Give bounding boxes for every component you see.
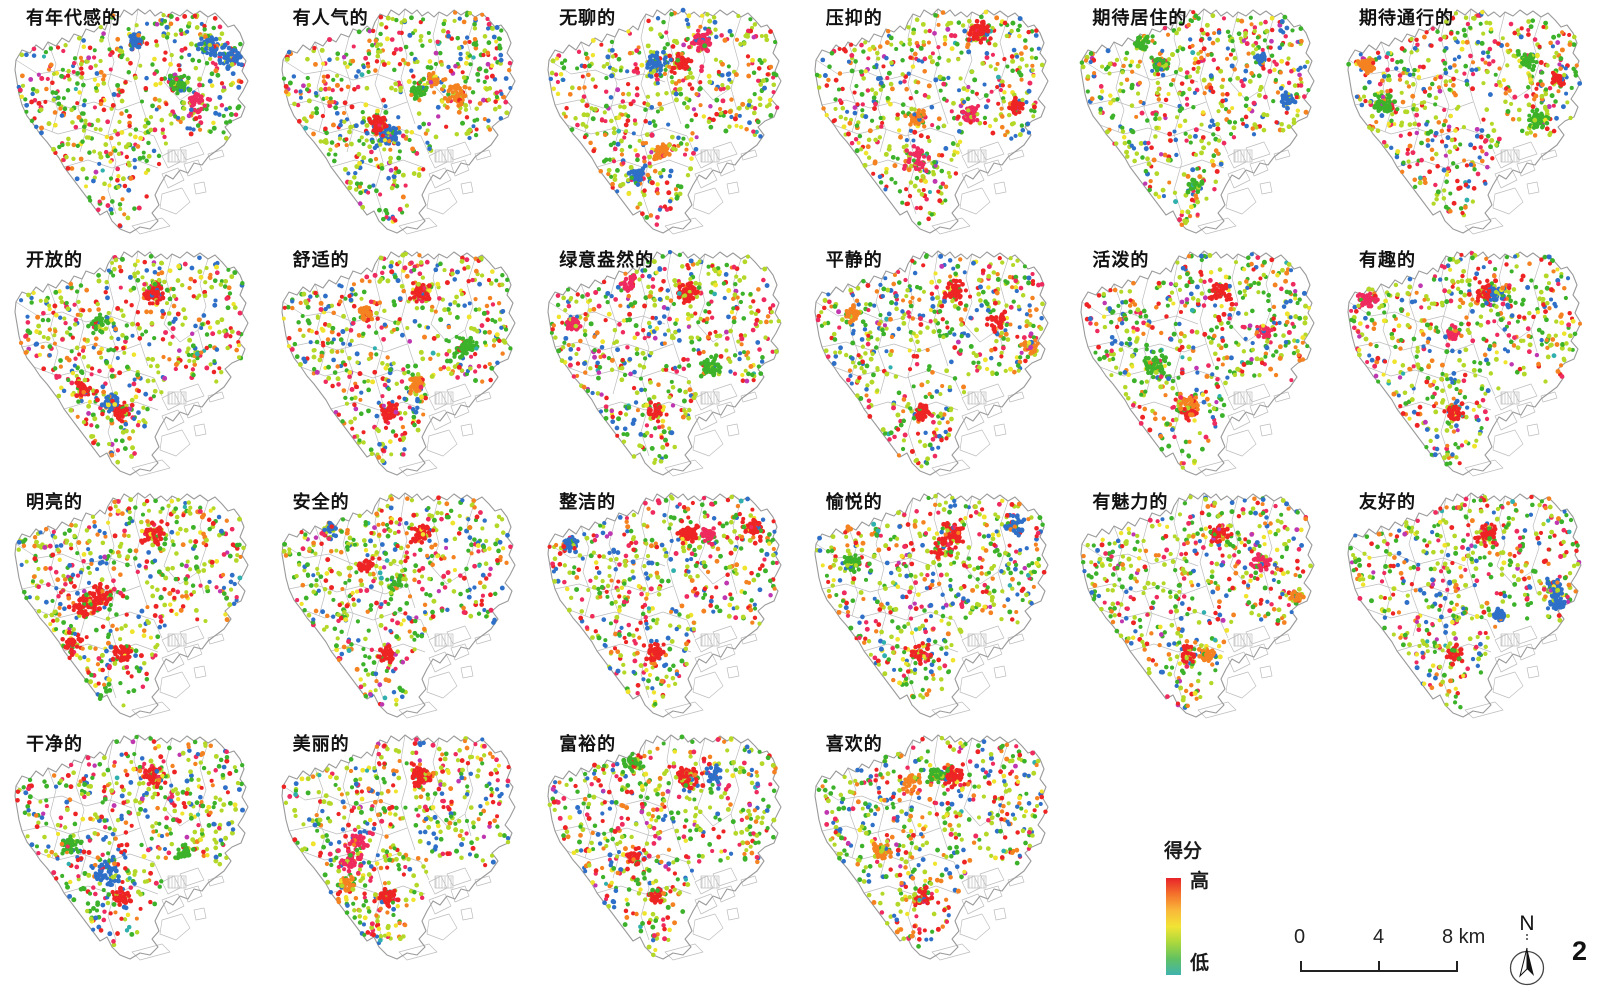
scalebar-label-8km: 8 km: [1442, 926, 1486, 948]
map-panel-19: 干净的: [0, 726, 267, 968]
map-canvas: [1066, 484, 1333, 726]
map-title: 压抑的: [825, 8, 883, 28]
scalebar-tick: [1456, 961, 1458, 972]
map-panel-8: 舒适的: [266, 242, 534, 484]
map-title: 平静的: [825, 250, 883, 270]
map-canvas: [1332, 484, 1599, 726]
compass-needle-light: [1519, 947, 1528, 978]
map-title: 绿意盎然的: [559, 250, 655, 270]
map-canvas: [533, 0, 800, 242]
map-title: 有趣的: [1358, 250, 1416, 270]
map-panel-7: 开放的: [0, 242, 267, 484]
map-panel-4: 压抑的: [799, 0, 1067, 242]
map-canvas: [0, 0, 266, 242]
map-canvas: [0, 484, 266, 726]
map-canvas: [799, 0, 1066, 242]
map-title: 安全的: [292, 492, 350, 512]
map-canvas: [1332, 242, 1599, 484]
map-panel-2: 有人气的: [266, 0, 534, 242]
map-canvas: [266, 0, 533, 242]
map-panel-13: 明亮的: [0, 484, 267, 726]
scalebar-label-0: 0: [1294, 926, 1306, 948]
map-panel-10: 平静的: [799, 242, 1067, 484]
map-title: 期待居住的: [1092, 8, 1188, 28]
map-title: 美丽的: [292, 734, 350, 754]
map-panel-9: 绿意盎然的: [533, 242, 800, 484]
map-canvas: [266, 242, 533, 484]
map-title: 有人气的: [292, 8, 369, 28]
map-title: 明亮的: [26, 492, 83, 512]
map-title: 干净的: [26, 734, 83, 754]
map-panel-11: 活泼的: [1066, 242, 1333, 484]
map-title: 整洁的: [559, 492, 617, 512]
scalebar-label-4: 4: [1373, 926, 1385, 948]
map-canvas: [533, 726, 800, 968]
map-panel-1: 有年代感的: [0, 0, 267, 242]
map-panel-14: 安全的: [266, 484, 534, 726]
map-title: 友好的: [1358, 492, 1416, 512]
compass-needle-dark: [1527, 948, 1534, 976]
north-label: N: [1519, 912, 1534, 935]
map-title: 喜欢的: [825, 734, 883, 754]
map-title: 活泼的: [1092, 250, 1150, 270]
map-panel-22: 喜欢的: [799, 726, 1067, 968]
map-panel-16: 愉悦的: [799, 484, 1067, 726]
map-panel-5: 期待居住的: [1066, 0, 1333, 242]
map-canvas: [0, 242, 266, 484]
map-title: 期待通行的: [1358, 8, 1454, 28]
map-canvas: [266, 726, 533, 968]
map-panel-12: 有趣的: [1332, 242, 1600, 484]
map-panel-18: 友好的: [1332, 484, 1600, 726]
legend-title: 得分: [1164, 841, 1203, 862]
legend-high-label: 高: [1190, 871, 1210, 892]
map-panel-17: 有魅力的: [1066, 484, 1333, 726]
map-canvas: [1066, 242, 1333, 484]
map-title: 开放的: [26, 250, 83, 270]
map-title: 有年代感的: [26, 8, 121, 28]
map-panel-6: 期待通行的: [1332, 0, 1600, 242]
map-canvas: [266, 484, 533, 726]
map-panel-15: 整洁的: [533, 484, 800, 726]
map-panel-3: 无聊的: [533, 0, 800, 242]
map-title: 舒适的: [292, 250, 350, 270]
map-panel-21: 富裕的: [533, 726, 800, 968]
map-canvas: [533, 484, 800, 726]
scalebar-tick: [1378, 961, 1380, 972]
map-title: 有魅力的: [1092, 492, 1169, 512]
map-title: 富裕的: [559, 734, 617, 754]
map-title: 愉悦的: [825, 492, 883, 512]
map-canvas: [1066, 0, 1333, 242]
map-canvas: [533, 242, 800, 484]
scalebar-tick: [1300, 961, 1302, 972]
map-canvas: [799, 726, 1066, 968]
legend-colorbar: [1166, 878, 1181, 975]
legend-low-label: 低: [1190, 953, 1210, 974]
map-canvas: [799, 484, 1066, 726]
map-canvas: [0, 726, 266, 968]
page-number: 2: [1572, 936, 1588, 966]
north-arrow: N: [1509, 912, 1545, 986]
map-canvas: [1332, 0, 1599, 242]
map-panel-20: 美丽的: [266, 726, 534, 968]
map-canvas: [799, 242, 1066, 484]
map-title: 无聊的: [559, 8, 617, 28]
map-grid: 有年代感的 有人气的 无聊的 压抑的 期待居住的 期待通行的 开放的 舒适的 绿…: [0, 0, 1600, 968]
